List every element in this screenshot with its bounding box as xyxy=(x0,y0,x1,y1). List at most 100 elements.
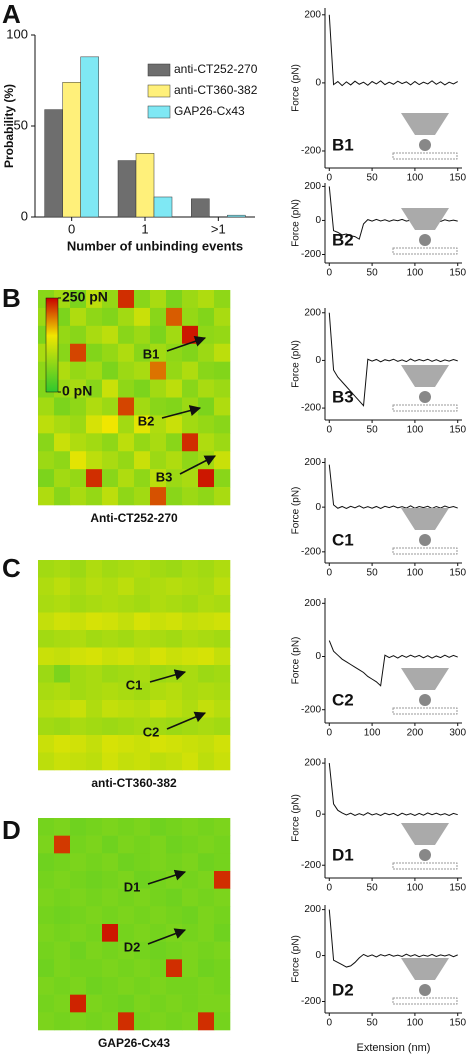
x-tick-label: 150 xyxy=(449,425,466,436)
heat-cell xyxy=(166,647,183,666)
bar xyxy=(117,160,137,218)
heat-cell xyxy=(86,630,103,648)
y-tick-label: 0 xyxy=(315,78,321,89)
heat-cell xyxy=(198,415,215,434)
heat-cell xyxy=(214,700,231,718)
heat-cell xyxy=(70,595,87,613)
heat-cell xyxy=(166,415,183,434)
heat-cell xyxy=(150,433,167,452)
heat-cell xyxy=(70,1012,87,1031)
heat-cell xyxy=(118,433,135,452)
heat-cell xyxy=(70,343,87,362)
heat-cell xyxy=(134,451,151,470)
heat-cell xyxy=(134,906,151,925)
heat-cell xyxy=(134,612,151,631)
heat-cell xyxy=(102,835,119,854)
heat-cell xyxy=(150,451,167,470)
legend-swatch xyxy=(147,84,171,98)
heat-cell xyxy=(150,1012,167,1031)
heat-cell xyxy=(198,487,215,506)
heat-cell xyxy=(182,871,199,889)
x-tick-label: 100 xyxy=(407,883,424,894)
heat-cell xyxy=(54,888,71,907)
y-axis-label: Force (pN) xyxy=(291,340,302,388)
heat-cell xyxy=(182,595,199,613)
molecule xyxy=(419,984,431,996)
x-axis-label: Extension (nm) xyxy=(357,1042,431,1054)
heat-cell xyxy=(214,735,231,753)
heat-cell xyxy=(134,717,151,736)
heat-cell xyxy=(86,888,103,907)
force-curve xyxy=(328,763,458,817)
heat-cell xyxy=(38,577,55,596)
heat-cell xyxy=(118,977,135,995)
heat-cell xyxy=(86,433,103,452)
heat-cell xyxy=(150,612,167,631)
x-tick-label: 0 xyxy=(327,883,333,894)
annotation-arrow xyxy=(161,405,202,419)
heat-cell xyxy=(86,906,103,925)
heat-cell xyxy=(134,595,151,613)
heat-cell xyxy=(198,612,215,631)
y-axis-label: Force (pN) xyxy=(291,487,302,535)
heat-cell xyxy=(86,835,103,854)
heat-cell xyxy=(118,735,135,753)
bar xyxy=(153,196,173,218)
heat-cell xyxy=(198,397,215,416)
heat-cell xyxy=(166,888,183,907)
legend-label: GAP26-Cx43 xyxy=(174,104,245,118)
y-tick-label: -200 xyxy=(301,403,321,414)
heat-cell xyxy=(214,343,231,362)
heat-cell xyxy=(198,469,215,488)
heat-cell xyxy=(150,735,167,753)
heat-cell xyxy=(198,853,215,872)
heat-cell xyxy=(214,682,231,701)
heat-cell xyxy=(214,994,231,1013)
heat-cell xyxy=(118,560,135,578)
heat-cell xyxy=(214,415,231,434)
heat-cell xyxy=(86,924,103,942)
y-tick-label: 200 xyxy=(304,904,321,915)
heat-cell xyxy=(70,397,87,416)
heat-cell xyxy=(86,595,103,613)
heat-cell xyxy=(166,700,183,718)
heat-cell xyxy=(70,752,87,771)
force-curve xyxy=(328,312,458,407)
membrane xyxy=(392,862,458,870)
heat-cell xyxy=(198,906,215,925)
heat-cell xyxy=(214,361,231,380)
x-tick-label: 0 xyxy=(327,268,333,279)
heat-cell xyxy=(150,835,167,854)
heat-cell xyxy=(54,717,71,736)
heat-cell xyxy=(70,361,87,380)
heat-cell xyxy=(182,361,199,380)
heat-cell xyxy=(214,290,231,309)
heat-cell xyxy=(70,415,87,434)
legend-swatch xyxy=(147,105,171,119)
panel-label: D xyxy=(2,815,21,845)
heat-cell xyxy=(118,924,135,942)
heat-cell xyxy=(134,487,151,506)
heat-cell xyxy=(54,818,71,836)
heat-cell xyxy=(118,700,135,718)
y-tick-label: -200 xyxy=(301,704,321,715)
heat-cell xyxy=(54,665,71,683)
heat-cell xyxy=(86,752,103,771)
heat-cell xyxy=(198,924,215,942)
heat-cell xyxy=(182,487,199,506)
afm-tip xyxy=(401,113,449,135)
molecule xyxy=(419,139,431,151)
x-tick-label: 0 xyxy=(68,221,75,236)
heat-cell xyxy=(70,469,87,488)
heat-cell xyxy=(214,1012,231,1031)
bar xyxy=(227,214,246,218)
heat-cell xyxy=(166,361,183,380)
heat-cell xyxy=(102,818,119,836)
map-title: Anti-CT252-270 xyxy=(90,511,178,525)
y-tick-label: -200 xyxy=(301,249,321,260)
heat-cell xyxy=(182,700,199,718)
heat-cell xyxy=(38,959,55,978)
heat-cell xyxy=(102,630,119,648)
heat-cell xyxy=(38,994,55,1013)
heat-cell xyxy=(150,818,167,836)
